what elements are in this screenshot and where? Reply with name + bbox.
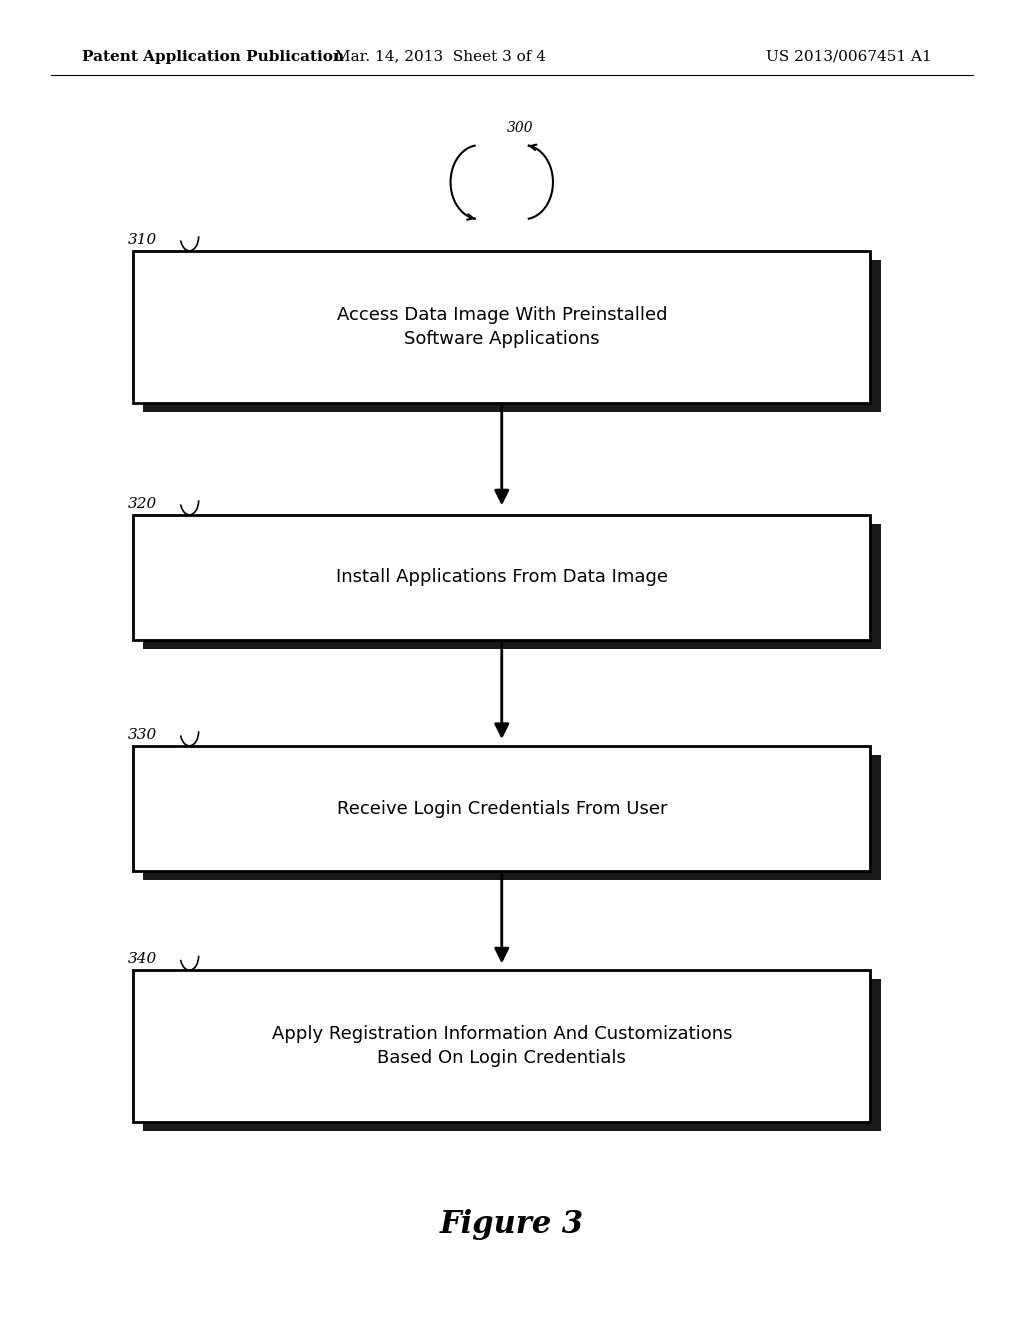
Bar [133,970,870,1122]
Text: 300: 300 [507,120,534,135]
Bar [143,979,881,1131]
Text: US 2013/0067451 A1: US 2013/0067451 A1 [766,50,932,63]
Bar [133,251,870,403]
Bar [143,755,881,880]
Text: 310: 310 [128,232,158,247]
Text: Receive Login Credentials From User: Receive Login Credentials From User [337,800,667,817]
Text: Patent Application Publication: Patent Application Publication [82,50,344,63]
Bar [143,524,881,649]
Text: 340: 340 [128,952,158,966]
Bar [143,260,881,412]
Text: Figure 3: Figure 3 [440,1209,584,1241]
Text: Mar. 14, 2013  Sheet 3 of 4: Mar. 14, 2013 Sheet 3 of 4 [335,50,546,63]
Bar [133,515,870,640]
Text: Access Data Image With Preinstalled
Software Applications: Access Data Image With Preinstalled Soft… [337,306,667,347]
Text: Install Applications From Data Image: Install Applications From Data Image [336,569,668,586]
Text: 320: 320 [128,496,158,511]
Text: Apply Registration Information And Customizations
Based On Login Credentials: Apply Registration Information And Custo… [271,1026,732,1067]
Bar [133,746,870,871]
Text: 330: 330 [128,727,158,742]
